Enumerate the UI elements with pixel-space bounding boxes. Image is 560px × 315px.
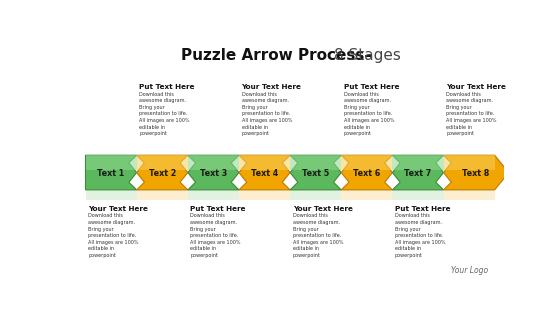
Text: Puzzle Arrow Process–: Puzzle Arrow Process– (181, 48, 372, 63)
Text: Text 7: Text 7 (404, 169, 432, 178)
Polygon shape (137, 155, 188, 190)
Polygon shape (393, 190, 444, 200)
Polygon shape (86, 155, 137, 190)
Text: Text 8: Text 8 (463, 169, 490, 178)
Text: Text 1: Text 1 (97, 169, 125, 178)
Polygon shape (188, 155, 239, 190)
Polygon shape (137, 155, 188, 170)
Text: Your Logo: Your Logo (451, 266, 488, 275)
Polygon shape (444, 155, 508, 190)
Polygon shape (188, 155, 239, 170)
Polygon shape (86, 155, 137, 170)
Text: Put Text Here: Put Text Here (344, 84, 399, 90)
Polygon shape (290, 155, 341, 190)
Text: Download this
awesome diagram.
Bring your
presentation to life.
All images are 1: Download this awesome diagram. Bring you… (293, 213, 343, 258)
Text: Text 2: Text 2 (148, 169, 176, 178)
Text: Download this
awesome diagram.
Bring your
presentation to life.
All images are 1: Download this awesome diagram. Bring you… (344, 92, 394, 136)
Text: Text 3: Text 3 (200, 169, 227, 178)
Polygon shape (137, 190, 188, 200)
Polygon shape (239, 155, 290, 170)
Text: Put Text Here: Put Text Here (395, 206, 450, 212)
Text: Download this
awesome diagram.
Bring your
presentation to life.
All images are 1: Download this awesome diagram. Bring you… (88, 213, 138, 258)
Polygon shape (393, 155, 444, 190)
Polygon shape (444, 190, 494, 200)
Polygon shape (341, 155, 393, 190)
Polygon shape (341, 190, 393, 200)
Text: Your Text Here: Your Text Here (293, 206, 353, 212)
Polygon shape (290, 190, 341, 200)
Text: Your Text Here: Your Text Here (446, 84, 506, 90)
Polygon shape (188, 190, 239, 200)
Text: Download this
awesome diagram.
Bring your
presentation to life.
All images are 1: Download this awesome diagram. Bring you… (395, 213, 445, 258)
Polygon shape (239, 155, 290, 190)
Text: Text 6: Text 6 (353, 169, 380, 178)
Polygon shape (444, 155, 494, 170)
Text: Download this
awesome diagram.
Bring your
presentation to life.
All images are 1: Download this awesome diagram. Bring you… (446, 92, 497, 136)
Polygon shape (86, 190, 137, 200)
Text: Download this
awesome diagram.
Bring your
presentation to life.
All images are 1: Download this awesome diagram. Bring you… (190, 213, 241, 258)
Text: Put Text Here: Put Text Here (190, 206, 246, 212)
Text: Text 5: Text 5 (302, 169, 329, 178)
Text: Put Text Here: Put Text Here (139, 84, 195, 90)
Text: Your Text Here: Your Text Here (88, 206, 148, 212)
Text: Your Text Here: Your Text Here (241, 84, 301, 90)
Polygon shape (341, 155, 393, 170)
Text: Text 4: Text 4 (251, 169, 278, 178)
Polygon shape (393, 155, 444, 170)
Text: Download this
awesome diagram.
Bring your
presentation to life.
All images are 1: Download this awesome diagram. Bring you… (241, 92, 292, 136)
Text: 8 Stages: 8 Stages (334, 48, 400, 63)
Polygon shape (239, 190, 290, 200)
Polygon shape (290, 155, 341, 170)
Text: Download this
awesome diagram.
Bring your
presentation to life.
All images are 1: Download this awesome diagram. Bring you… (139, 92, 190, 136)
